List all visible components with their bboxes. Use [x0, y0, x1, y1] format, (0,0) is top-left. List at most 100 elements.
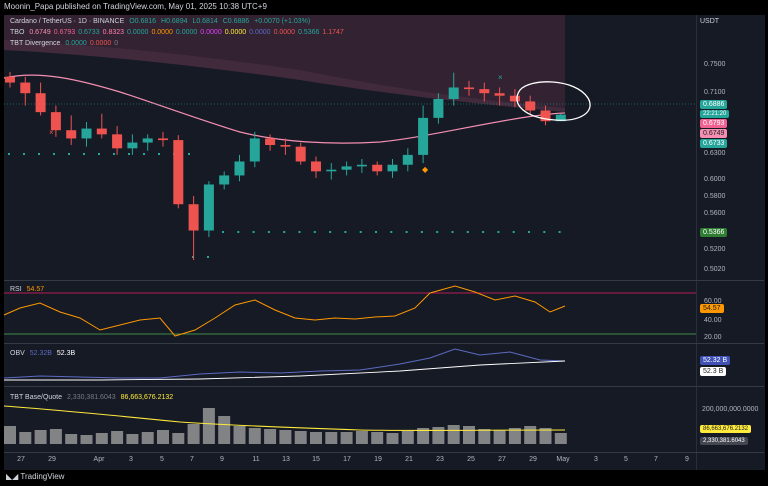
volume-bar [264, 429, 277, 444]
lower-band-dot [512, 231, 515, 233]
support-dot [113, 153, 115, 155]
volume-bar [493, 430, 506, 444]
candle-body [203, 184, 214, 231]
time-tick: 25 [467, 456, 475, 463]
candle-body [402, 154, 413, 165]
ohlc-close: C0.6886 [222, 18, 250, 25]
rsi-tick-60: 60.00 [704, 298, 722, 305]
candle-body [20, 82, 31, 94]
candle-body [142, 138, 153, 143]
obv-value-1: 52.32B [29, 350, 52, 357]
time-tick: 15 [312, 456, 320, 463]
candle-body [464, 87, 474, 90]
price-tick: 0.5600 [704, 210, 726, 217]
tbo-value: 0.0000 [224, 29, 247, 36]
support-dot [38, 153, 40, 155]
lower-band-dot [267, 231, 270, 233]
time-tick: 17 [343, 456, 351, 463]
volume-bar [4, 426, 16, 444]
support-dot [23, 153, 25, 155]
lower-band-dot [344, 231, 347, 233]
symbol-name[interactable]: Cardano / TetherUS · 1D · BINANCE [10, 18, 125, 25]
candle-body [372, 164, 383, 172]
volume-bar [233, 426, 246, 444]
tbo-label[interactable]: TBO [10, 29, 25, 36]
price-tick: 0.6000 [704, 176, 726, 183]
time-tick: 23 [436, 456, 444, 463]
ohlc-high: H0.6894 [161, 18, 188, 25]
vol-value-2: 86,663,676.2132 [120, 394, 174, 401]
quote-currency[interactable]: USDT [700, 18, 720, 25]
price-tick: 0.5020 [704, 266, 726, 273]
candle-body [341, 166, 352, 170]
time-tick: 13 [282, 456, 290, 463]
time-axis-separator [4, 452, 764, 453]
lower-band-dot [222, 231, 224, 233]
volume-bar [371, 432, 384, 444]
volume-bar [310, 432, 322, 444]
footer-bar [0, 470, 768, 486]
obv-label[interactable]: OBV [10, 350, 25, 357]
time-tick: 7 [654, 456, 658, 463]
tbt-value: 0.0000 [65, 40, 87, 47]
price-tick: 0.5800 [704, 193, 726, 200]
tbo-value: 0.0000 [273, 29, 295, 36]
obv-ma-line [4, 360, 566, 381]
pane-separator-obv[interactable] [4, 343, 764, 344]
volume-bar [95, 433, 108, 444]
countdown-tag: 22:21:20 [700, 110, 730, 118]
volume-bar [432, 427, 445, 444]
obv-tag-1: 52.32 B [700, 356, 731, 365]
candle-body [295, 146, 306, 162]
candle-body [5, 76, 15, 83]
time-tick: May [556, 456, 570, 463]
pane-separator-rsi[interactable] [4, 280, 764, 281]
volume-ma-line [3, 405, 566, 431]
lower-band-dot [375, 231, 377, 233]
tbt-label[interactable]: TBT Divergence [10, 40, 61, 47]
vol-tick: 200,000,000.0000 [702, 406, 759, 413]
volume-bar [126, 434, 139, 444]
vol-label[interactable]: TBT Base/Quote [10, 394, 63, 401]
tbo-value: 0.8323 [102, 29, 125, 36]
candle-body [81, 128, 92, 139]
candle-body [540, 110, 551, 122]
lower-band-dot [528, 231, 530, 233]
volume-bar [80, 435, 93, 444]
lower-band-dot [390, 231, 393, 233]
rsi-label[interactable]: RSI [10, 286, 22, 293]
support-dot [68, 153, 70, 155]
volume-bar [65, 434, 78, 444]
rsi-legend: RSI 54.57 [10, 285, 47, 295]
candle-body [35, 93, 46, 113]
lower-band-dot [192, 256, 194, 258]
price-tick: 0.7100 [704, 89, 726, 96]
tradingview-logo[interactable]: ◣◢ TradingView [6, 472, 64, 481]
candle-body [433, 98, 444, 118]
candle-body [127, 142, 138, 149]
candle-body [479, 89, 490, 94]
price-tick: 0.5200 [704, 246, 726, 253]
candle-body [448, 87, 459, 99]
volume-bar [447, 425, 460, 444]
time-tick: 5 [160, 456, 164, 463]
support-dot [188, 153, 190, 155]
candle-body [418, 117, 429, 155]
rsi-value: 54.57 [26, 286, 45, 293]
vol-legend: TBT Base/Quote 2,330,381.6043 86,663,676… [10, 393, 176, 403]
rsi-tick-40: 40.00 [704, 317, 722, 324]
ohlc-change: +0.0070 (+1.03%) [254, 18, 311, 25]
volume-bar [417, 428, 430, 444]
lower-band-dot [497, 231, 500, 233]
candle-body [509, 95, 520, 102]
obv-value-2: 52.3B [56, 350, 76, 357]
price-axis[interactable] [696, 15, 765, 470]
volume-bar [172, 433, 185, 444]
pane-separator-vol[interactable] [4, 386, 764, 387]
volume-bar [111, 431, 124, 444]
tbo-tag-c: 0.6733 [700, 139, 728, 148]
tradingview-icon: ◣◢ [6, 472, 21, 481]
lower-band-dot [466, 231, 469, 233]
support-dot [143, 153, 145, 155]
